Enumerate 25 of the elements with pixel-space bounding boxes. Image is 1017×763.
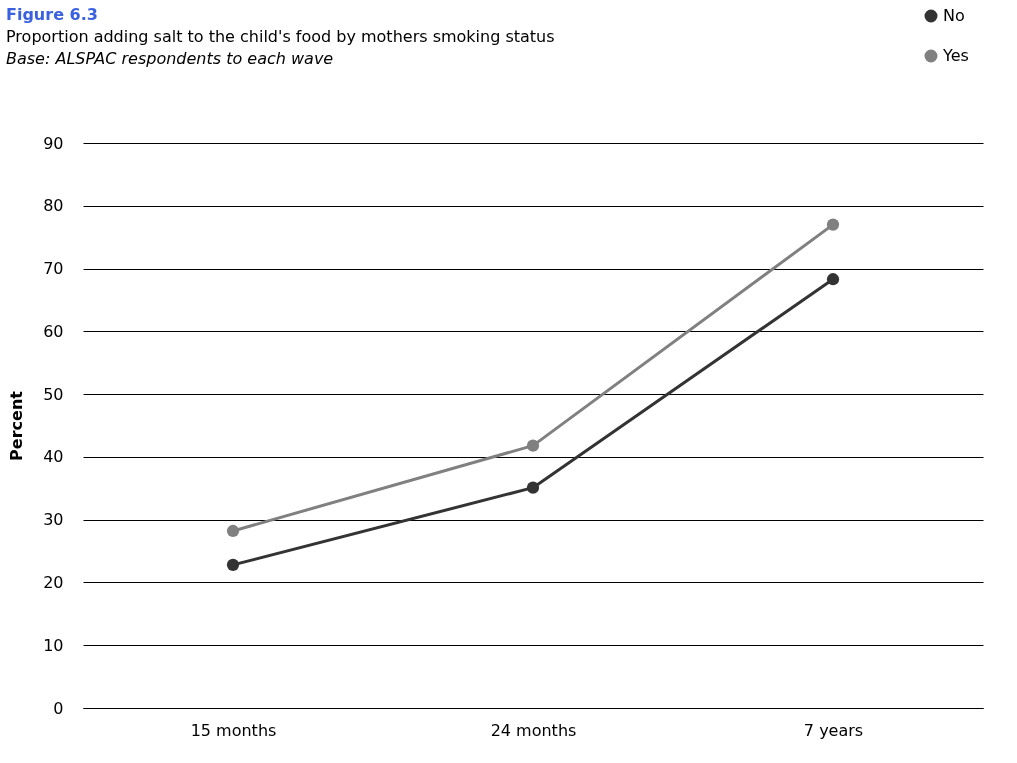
y-tick-label: 50 bbox=[43, 384, 64, 404]
point bbox=[826, 218, 840, 231]
y-tick-label: 60 bbox=[43, 321, 64, 341]
y-tick-label: 80 bbox=[43, 196, 64, 216]
point bbox=[526, 481, 540, 494]
x-tick-label: 24 months bbox=[490, 720, 577, 740]
point bbox=[226, 524, 240, 538]
y-axis-title: Percent bbox=[7, 390, 27, 461]
legend-label: Yes bbox=[942, 46, 969, 65]
y-tick-label: 0 bbox=[53, 698, 64, 718]
point bbox=[226, 558, 240, 571]
chart-title: Figure 6.3 bbox=[6, 4, 99, 26]
point bbox=[526, 439, 540, 452]
y-tick-label: 30 bbox=[43, 510, 64, 530]
chart-subtitle: Proportion adding salt to the child's food by mothers smoking status bbox=[6, 26, 555, 48]
legend-label: No bbox=[943, 6, 965, 25]
y-tick-label: 40 bbox=[43, 447, 64, 467]
x-tick-label: 15 months bbox=[190, 720, 277, 740]
y-tick-label: 10 bbox=[43, 635, 64, 655]
point bbox=[826, 273, 840, 286]
y-tick-label: 90 bbox=[43, 133, 64, 153]
x-tick-label: 7 years bbox=[803, 720, 864, 740]
text: Base: ALSPAC respondents to each wave bbox=[6, 48, 335, 70]
y-tick-label: 20 bbox=[43, 572, 64, 592]
y-tick-label: 70 bbox=[43, 259, 64, 279]
